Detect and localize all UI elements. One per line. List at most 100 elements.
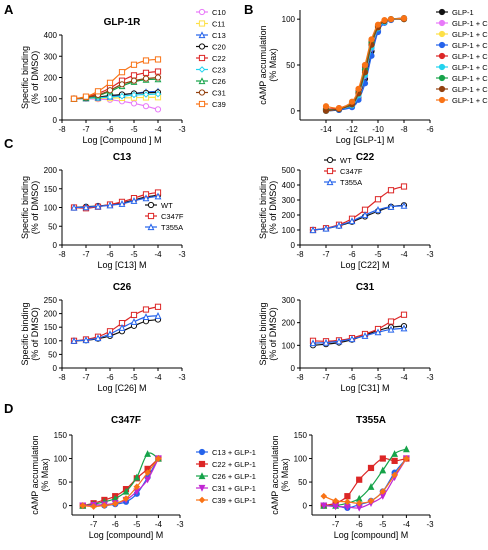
data-point bbox=[130, 311, 138, 319]
legend-label: C20 bbox=[212, 43, 226, 52]
y-tick-label: 300 bbox=[282, 296, 296, 305]
data-point bbox=[438, 74, 446, 82]
data-point bbox=[101, 502, 108, 509]
series-t355a bbox=[70, 312, 162, 344]
data-point bbox=[118, 92, 126, 100]
legend-label: C23 bbox=[212, 66, 226, 75]
data-point bbox=[387, 187, 395, 194]
y-tick-label: 50 bbox=[286, 61, 295, 70]
legend-label: C22 + GLP-1 bbox=[212, 460, 256, 469]
data-point bbox=[130, 61, 138, 68]
y-axis-label-line: (% Max) bbox=[268, 48, 278, 82]
data-point bbox=[147, 201, 155, 209]
data-point bbox=[142, 75, 150, 82]
x-tick-label: -7 bbox=[322, 373, 330, 382]
data-point bbox=[332, 497, 339, 505]
data-point bbox=[133, 483, 141, 491]
legend-label: WT bbox=[340, 156, 352, 165]
y-axis-label-line: (% of DMSO) bbox=[30, 51, 40, 105]
data-point bbox=[320, 492, 328, 500]
x-tick-label: -8 bbox=[58, 125, 66, 134]
y-axis-label-line: (% Max) bbox=[40, 458, 50, 492]
data-point bbox=[374, 206, 382, 213]
y-tick-label: 150 bbox=[294, 431, 308, 440]
data-point bbox=[355, 85, 362, 92]
x-tick-label: -10 bbox=[372, 125, 384, 134]
y-tick-label: 400 bbox=[44, 31, 58, 40]
y-tick-label: 200 bbox=[44, 166, 58, 175]
chart-panel-a: -8 -7 -6 -5 -4 -3 0 100 200 300 400 GLP-1R Log [Comp… bbox=[20, 8, 226, 145]
series-t355a bbox=[309, 324, 408, 347]
series-c22-glp-1 bbox=[79, 455, 162, 509]
data-point bbox=[154, 192, 162, 200]
x-tick-label: -8 bbox=[400, 125, 408, 134]
y-axis-label-line: (% of DMSO) bbox=[268, 181, 278, 235]
data-point bbox=[142, 103, 150, 110]
data-point bbox=[142, 91, 150, 98]
legend-label: C39 + GLP-1 bbox=[212, 496, 256, 505]
data-point bbox=[198, 484, 206, 492]
data-point bbox=[122, 487, 130, 495]
data-point bbox=[387, 203, 395, 210]
data-point bbox=[387, 16, 395, 23]
x-tick-label: -8 bbox=[58, 250, 66, 259]
panel-label-d: D bbox=[4, 401, 13, 416]
data-point bbox=[198, 31, 206, 39]
y-axis-label: Specific binding(% of DMSO) bbox=[258, 302, 278, 365]
x-axis-label: Log [compound] M bbox=[89, 530, 164, 540]
panel-label-b: B bbox=[244, 2, 253, 17]
data-point bbox=[391, 450, 399, 457]
data-point bbox=[356, 476, 363, 483]
data-point bbox=[90, 503, 97, 510]
data-point bbox=[147, 212, 155, 220]
data-point bbox=[361, 332, 369, 339]
chart-title: C22 bbox=[356, 152, 375, 163]
data-point bbox=[70, 95, 78, 102]
data-point bbox=[309, 339, 317, 347]
data-point bbox=[82, 203, 90, 211]
data-point bbox=[106, 79, 114, 86]
data-point bbox=[367, 464, 375, 472]
x-tick-label: -4 bbox=[400, 373, 408, 382]
y-tick-label: 200 bbox=[282, 211, 296, 220]
data-point bbox=[144, 469, 151, 476]
data-point bbox=[379, 466, 387, 474]
data-point bbox=[367, 483, 375, 490]
legend-label: WT bbox=[161, 201, 173, 210]
y-axis-label: cAMP accumulation(% Max) bbox=[30, 435, 50, 514]
panel-label-a: A bbox=[4, 2, 14, 17]
data-point bbox=[142, 306, 150, 313]
chart-panels: -8 -7 -6 -5 -4 -3 0 100 200 300 400 GLP-1R Log [Comp… bbox=[20, 8, 488, 540]
y-tick-label: 100 bbox=[282, 15, 296, 24]
legend-label: GLP-1 + C10 bbox=[452, 19, 488, 28]
x-tick-label: -4 bbox=[400, 250, 408, 259]
data-point bbox=[130, 91, 138, 99]
chart-legend: C10 C11 C13 C20 C22 C23 C26 C31 C39 bbox=[196, 8, 226, 109]
data-point bbox=[355, 499, 363, 507]
y-tick-label: 0 bbox=[303, 502, 308, 511]
data-point bbox=[348, 335, 356, 343]
series-line bbox=[82, 458, 159, 508]
x-axis-label: Log [C22] M bbox=[340, 260, 389, 270]
data-point bbox=[70, 203, 78, 211]
legend-label: C31 bbox=[212, 89, 226, 98]
legend-label: T355A bbox=[161, 223, 183, 232]
legend-label: C39 bbox=[212, 100, 226, 109]
x-tick-label: -3 bbox=[426, 250, 434, 259]
chart-panel-c22: -8 -7 -6 -5 -4 -3 0 100 200 300 400 500 C22 Log [C22]… bbox=[258, 152, 434, 270]
x-axis-label: Log [C31] M bbox=[340, 383, 389, 393]
data-point bbox=[361, 61, 369, 69]
data-point bbox=[198, 66, 206, 73]
data-point bbox=[387, 318, 395, 325]
x-tick-label: -5 bbox=[374, 250, 382, 259]
data-point bbox=[400, 311, 408, 318]
legend-label: C26 bbox=[212, 77, 226, 86]
data-point bbox=[198, 472, 206, 480]
legend-label: C22 bbox=[212, 54, 226, 63]
y-tick-label: 50 bbox=[58, 478, 67, 487]
legend-label: C347F bbox=[340, 167, 363, 176]
data-point bbox=[130, 100, 138, 107]
series-line bbox=[323, 458, 407, 504]
chart-title: C31 bbox=[356, 282, 375, 293]
x-tick-label: -4 bbox=[154, 125, 162, 134]
